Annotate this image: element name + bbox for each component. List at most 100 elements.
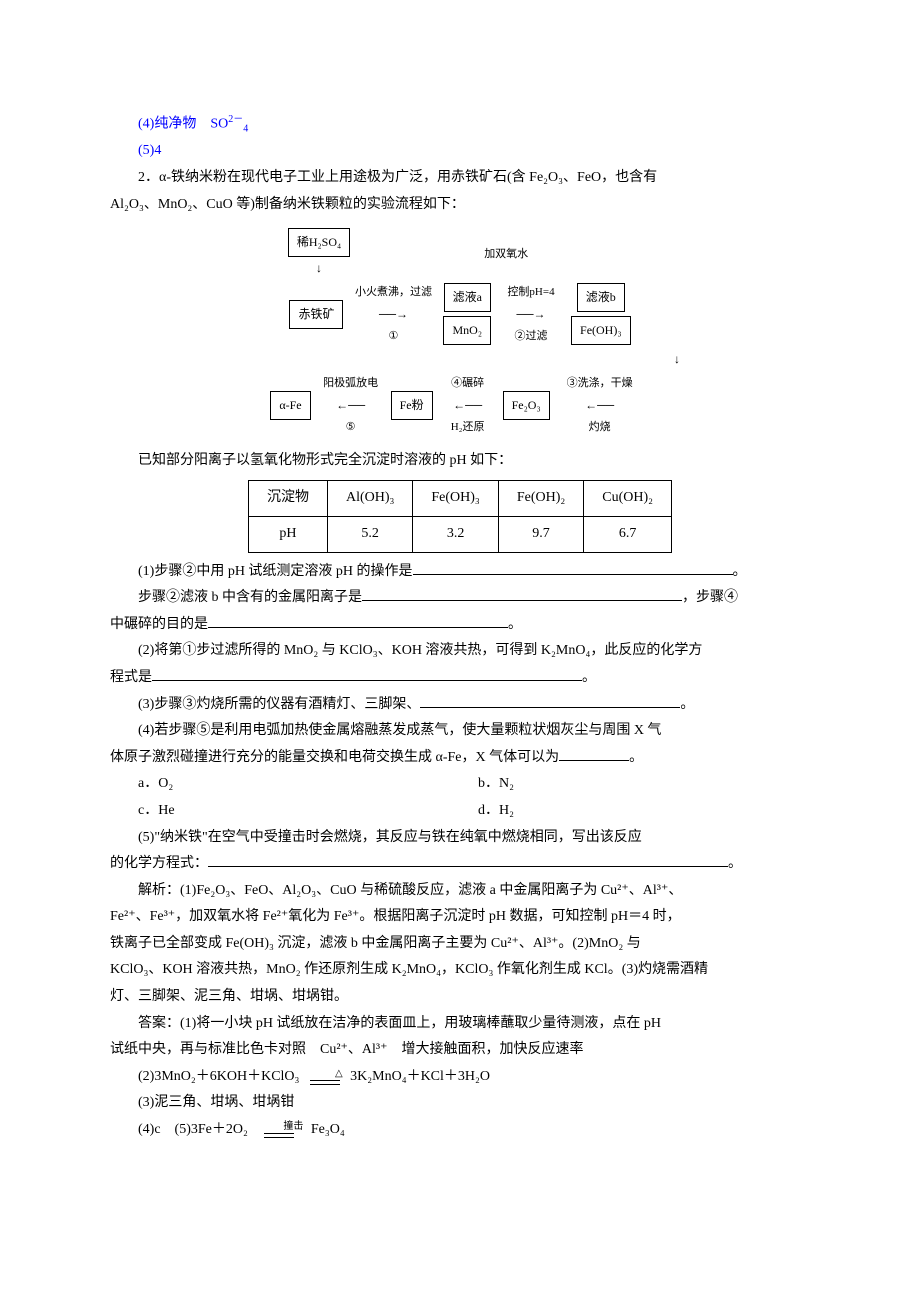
- q1a-text: (1)步骤②中用 pH 试纸测定溶液 pH 的操作是: [138, 564, 413, 579]
- q1c-end: 。: [508, 617, 522, 632]
- cond-impact: 撞击: [255, 1121, 303, 1133]
- flow-anode: 阳极弧放电: [319, 373, 382, 394]
- flow-h2so4: 稀H₂SO₄: [288, 228, 350, 257]
- q2b-end: 。: [582, 670, 596, 685]
- blank-line: [413, 574, 733, 575]
- flow-c3: ③洗涤，干燥: [563, 373, 637, 394]
- flow-c5: ⑤: [342, 417, 360, 438]
- blank-line: [362, 600, 682, 601]
- arrow-icon: ──→: [515, 303, 548, 326]
- flow-afe: α-Fe: [270, 391, 310, 420]
- th-3: Fe(OH)₃: [413, 481, 498, 517]
- th-5: Cu(OH)₂: [584, 481, 672, 517]
- q2-intro-a: 2．α-铁纳米粉在现代电子工业上用途极为广泛，用赤铁矿石(含 Fe₂O₃、FeO…: [110, 165, 810, 192]
- q2-1c: 中碾碎的目的是 。: [110, 612, 810, 639]
- q4b-text: 体原子激烈碰撞进行充分的能量交换和电荷交换生成 α-Fe，X 气体可以为: [110, 750, 559, 765]
- q2-4b: 体原子激烈碰撞进行充分的能量交换和电荷交换生成 α-Fe，X 气体可以为 。: [110, 745, 810, 772]
- table-row: 沉淀物 Al(OH)₃ Fe(OH)₃ Fe(OH)₂ Cu(OH)₂: [248, 481, 671, 517]
- q1c-text: 中碾碎的目的是: [110, 617, 208, 632]
- expl-4: KClO₃、KOH 溶液共热，MnO₂ 作还原剂生成 K₂MnO₄，KClO₃ …: [110, 957, 810, 984]
- ans-2: 试纸中央，再与标准比色卡对照 Cu²⁺、Al³⁺ 增大接触面积，加快反应速率: [110, 1037, 810, 1064]
- blank-line: [152, 680, 582, 681]
- document-page: (4)纯净物 SO2－4 (5)4 2．α-铁纳米粉在现代电子工业上用途极为广泛…: [0, 0, 920, 1302]
- td-1: pH: [248, 516, 327, 552]
- flow-ctrlph: 控制pH=4: [503, 282, 558, 303]
- flow-burn: 灼烧: [585, 417, 615, 438]
- flow-lvb: 滤液b: [577, 283, 625, 312]
- reaction-condition: 撞击: [255, 1121, 303, 1138]
- option-c: c．He: [138, 798, 478, 825]
- td-4: 9.7: [498, 516, 583, 552]
- flow-h2red: H₂还原: [447, 417, 489, 438]
- options-row-2: c．He d．H₂: [138, 798, 810, 825]
- q2-known: 已知部分阳离子以氢氧化物形式完全沉淀时溶液的 pH 如下：: [110, 448, 810, 475]
- flow-mno2: MnO₂: [443, 316, 491, 345]
- q2-intro-b: Al₂O₃、MnO₂、CuO 等)制备纳米铁颗粒的实验流程如下：: [110, 192, 810, 219]
- reaction-condition: △: [307, 1068, 343, 1085]
- q5b-end: 。: [728, 856, 742, 871]
- q1b-end: ，步骤④: [682, 590, 738, 605]
- expl-3: 铁离子已全部变成 Fe(OH)₃ 沉淀，滤液 b 中金属阳离子主要为 Cu²⁺、…: [110, 931, 810, 958]
- expl-2: Fe²⁺、Fe³⁺，加双氧水将 Fe²⁺氧化为 Fe³⁺。根据阳离子沉淀时 pH…: [110, 904, 810, 931]
- q1a-end: 。: [733, 564, 747, 579]
- flow-addh2o2: 加双氧水: [480, 244, 532, 265]
- q4b-end: 。: [629, 750, 643, 765]
- q3-text: (3)步骤③灼烧所需的仪器有酒精灯、三脚架、: [138, 697, 420, 712]
- blank-line: [559, 760, 629, 761]
- prev-answer-5: (5)4: [110, 138, 810, 165]
- flow-c4: ④碾碎: [447, 373, 488, 394]
- ans5b: Fe₃O₄: [311, 1122, 345, 1137]
- arrow-icon: ──→: [377, 303, 410, 326]
- ans5a: (4)c (5)3Fe＋2O₂: [138, 1122, 248, 1137]
- equals-icon: [264, 1133, 294, 1138]
- arrow-icon: ↓: [316, 257, 322, 280]
- ans-1: 答案：(1)将一小块 pH 试纸放在洁净的表面皿上，用玻璃棒蘸取少量待测液，点在…: [110, 1011, 810, 1038]
- q5b-text: 的化学方程式：: [110, 856, 208, 871]
- q2b-text: 程式是: [110, 670, 152, 685]
- a4-sub: 4: [243, 123, 248, 134]
- flow-feoh3: Fe(OH)₃: [571, 316, 631, 345]
- expl-5: 灯、三脚架、泥三角、坩埚、坩埚钳。: [110, 984, 810, 1011]
- blank-line: [208, 866, 728, 867]
- table-row: pH 5.2 3.2 9.7 6.7: [248, 516, 671, 552]
- option-a: a．O₂: [138, 771, 478, 798]
- options-row-1: a．O₂ b．N₂: [138, 771, 810, 798]
- ans3a: (2)3MnO₂＋6KOH＋KClO₃: [138, 1069, 299, 1084]
- td-2: 5.2: [327, 516, 412, 552]
- q3-end: 。: [680, 697, 694, 712]
- expl-1: 解析：(1)Fe₂O₃、FeO、Al₂O₃、CuO 与稀硫酸反应，滤液 a 中金…: [110, 878, 810, 905]
- option-d: d．H₂: [478, 798, 678, 825]
- th-1: 沉淀物: [248, 481, 327, 517]
- a4-text: (4)纯净物 SO: [138, 117, 228, 132]
- arrow-icon: ←──: [583, 398, 616, 412]
- ans-5: (4)c (5)3Fe＋2O₂ 撞击 Fe₃O₄: [110, 1117, 810, 1144]
- ans3b: 3K₂MnO₄＋KCl＋3H₂O: [350, 1069, 490, 1084]
- th-2: Al(OH)₃: [327, 481, 412, 517]
- prev-answer-4: (4)纯净物 SO2－4: [110, 110, 810, 138]
- flow-diagram: 稀H₂SO₄ ↓ 加双氧水 赤铁矿 小火煮沸，过滤 ──→ ① 滤液a MnO₂: [210, 228, 710, 438]
- q2-5a: (5)"纳米铁"在空气中受撞击时会燃烧，其反应与铁在纯氧中燃烧相同，写出该反应: [110, 825, 810, 852]
- q2-5b: 的化学方程式： 。: [110, 851, 810, 878]
- flow-fefen: Fe粉: [391, 391, 433, 420]
- cond-triangle: △: [307, 1068, 343, 1080]
- q2-1b: 步骤②滤液 b 中含有的金属阳离子是 ，步骤④: [110, 585, 810, 612]
- equals-icon: [310, 1080, 340, 1085]
- ans-3: (2)3MnO₂＋6KOH＋KClO₃ △ 3K₂MnO₄＋KCl＋3H₂O: [110, 1064, 810, 1091]
- a4-sup: 2－: [228, 114, 243, 125]
- q2-4a: (4)若步骤⑤是利用电弧加热使金属熔融蒸发成蒸气，使大量颗粒状烟灰尘与周围 X …: [110, 718, 810, 745]
- q2-2a: (2)将第①步过滤所得的 MnO₂ 与 KClO₃、KOH 溶液共热，可得到 K…: [110, 638, 810, 665]
- q2-1a: (1)步骤②中用 pH 试纸测定溶液 pH 的操作是 。: [110, 559, 810, 586]
- th-4: Fe(OH)₂: [498, 481, 583, 517]
- td-5: 6.7: [584, 516, 672, 552]
- flow-c1: ①: [385, 326, 403, 347]
- q2-2b: 程式是 。: [110, 665, 810, 692]
- arrow-icon: ←──: [334, 398, 367, 412]
- flow-c2: ②过滤: [511, 326, 552, 347]
- option-b: b．N₂: [478, 771, 678, 798]
- q1b-text: 步骤②滤液 b 中含有的金属阳离子是: [138, 590, 362, 605]
- flow-chitie: 赤铁矿: [289, 300, 343, 329]
- flow-step1: 小火煮沸，过滤: [351, 282, 436, 303]
- ph-table: 沉淀物 Al(OH)₃ Fe(OH)₃ Fe(OH)₂ Cu(OH)₂ pH 5…: [248, 480, 672, 552]
- flow-lva: 滤液a: [444, 283, 491, 312]
- blank-line: [208, 627, 508, 628]
